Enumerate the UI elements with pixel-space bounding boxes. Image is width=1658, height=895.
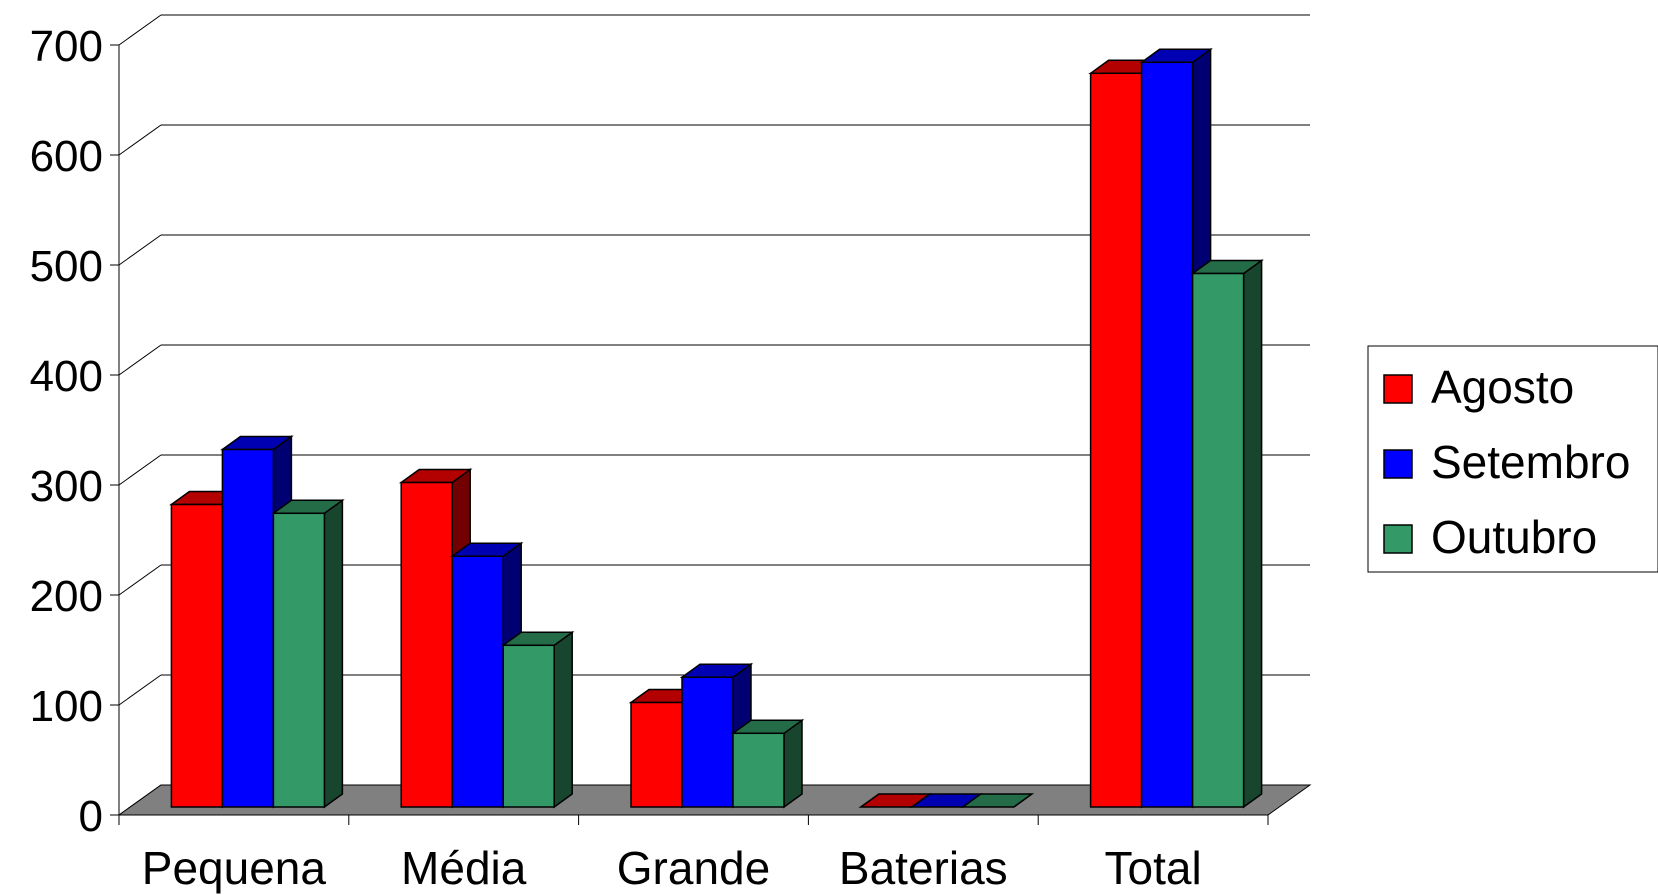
y-tick-label: 100 [30,682,103,731]
bar-outubro-grande [730,718,805,809]
x-tick-label: Pequena [142,842,327,894]
bar-outubro-pequena [271,498,345,809]
y-tick-label: 200 [30,572,103,621]
legend-swatch [1383,374,1413,404]
y-tick-label: 400 [30,352,103,401]
bar-outubro-baterias [960,793,1035,808]
bar-outubro-total [1190,259,1264,809]
y-tick-label: 300 [30,462,103,511]
legend-item-agosto: Agosto [1383,361,1574,413]
legend-box [1367,345,1658,573]
legend-item-outubro: Outubro [1383,511,1597,563]
legend-swatch [1383,524,1413,554]
legend: Agosto Setembro Outubro [1367,345,1658,573]
y-tick-label: 0 [79,792,103,841]
x-tick-label: Grande [617,842,770,894]
y-tick-label: 500 [30,242,103,291]
x-tick-label: Média [401,842,527,894]
legend-label: Outubro [1431,511,1597,563]
y-tick-label: 600 [30,132,103,181]
bar-outubro-média [500,630,575,809]
y-axis: 0 100 200 300 400 500 600 700 [30,22,120,841]
gridline-depth [118,674,162,706]
legend-label: Setembro [1431,436,1630,488]
x-axis: Pequena Média Grande Baterias Total [118,814,1269,894]
gridline-depth [118,124,162,156]
bars [169,47,1264,809]
gridline-depth [118,564,162,596]
legend-item-setembro: Setembro [1383,436,1630,488]
legend-swatch [1383,449,1413,479]
gridline-depth [118,454,162,486]
gridline-depth [118,344,162,376]
legend-label: Agosto [1431,361,1574,413]
x-tick-label: Baterias [839,842,1008,894]
y-tick-label: 700 [30,22,103,71]
gridline-depth [118,234,162,266]
gridline-depth [118,14,162,46]
x-tick-label: Total [1105,842,1202,894]
